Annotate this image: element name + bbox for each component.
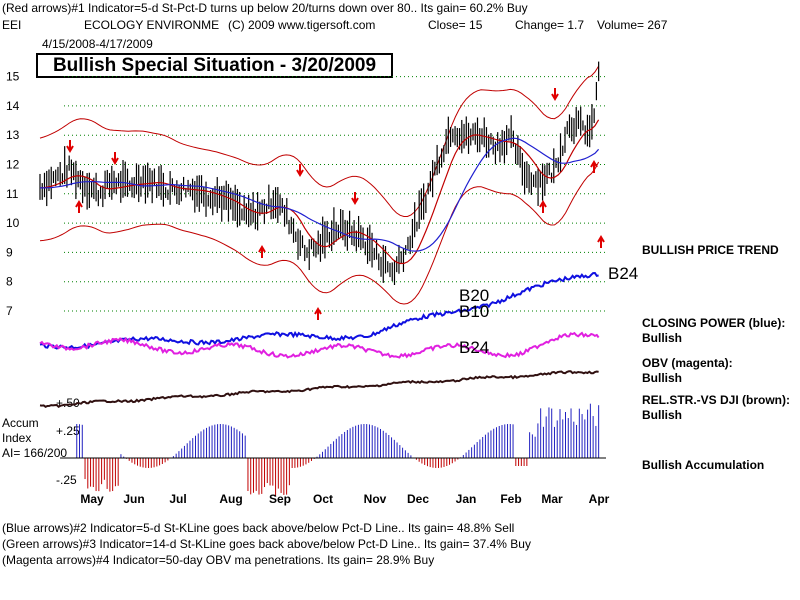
chart-title: Bullish Special Situation - 3/20/2009: [36, 53, 393, 78]
buy-arrow-icon: [590, 160, 598, 173]
long-ma-line: [40, 137, 600, 252]
month-label: Jan: [456, 492, 477, 506]
sell-arrow-icon: [551, 88, 559, 101]
buy-arrow-icon: [314, 307, 322, 320]
month-label: May: [80, 492, 104, 506]
month-label: Jul: [169, 492, 186, 506]
buy-arrow-icon: [597, 235, 605, 248]
short-ma-line: [39, 119, 600, 265]
y-tick-label: 10: [6, 216, 20, 230]
copyright: (C) 2009 www.tigersoft.com: [228, 18, 376, 32]
relstr-label: REL.STR.-VS DJI (brown):: [642, 393, 790, 407]
change-value: Change= 1.7: [515, 18, 585, 32]
obv-status: Bullish: [642, 371, 683, 385]
month-label: Sep: [269, 492, 291, 506]
upper-band-line: [39, 65, 600, 217]
month-label: Apr: [589, 492, 610, 506]
b24-mid-annotation: B24: [459, 338, 489, 357]
sell-arrow-icon: [66, 140, 74, 153]
obv-label: OBV (magenta):: [642, 356, 733, 370]
y-tick-label: 7: [6, 304, 13, 318]
relstr-line: [39, 370, 599, 409]
ai-value: AI= 166/200: [2, 446, 68, 460]
footer-indicator-2: (Blue arrows)#2 Indicator=5-d St-KLine g…: [2, 521, 515, 535]
sell-arrow-icon: [111, 152, 119, 165]
month-label: Nov: [364, 492, 387, 506]
b20-annotation: B20: [459, 286, 489, 305]
month-label: Oct: [313, 492, 333, 506]
company-name: ECOLOGY ENVIRONME: [84, 18, 220, 32]
month-label: Mar: [541, 492, 563, 506]
y-tick-label: 13: [6, 128, 20, 142]
month-label: Jun: [123, 492, 144, 506]
obv-line: [39, 331, 600, 359]
header-indicator-1: (Red arrows)#1 Indicator=5-d St-Pct-D tu…: [2, 1, 528, 15]
b10-annotation: B10: [459, 302, 489, 321]
month-label: Aug: [219, 492, 242, 506]
month-label: Feb: [500, 492, 521, 506]
closing-power-status: Bullish: [642, 331, 683, 345]
y-tick-label: 12: [6, 158, 20, 172]
accum-tick-m25: -.25: [56, 473, 77, 487]
y-tick-label: 14: [6, 99, 20, 113]
closing-power-label: CLOSING POWER (blue):: [642, 316, 786, 330]
closing-power-line: [39, 271, 599, 350]
buy-arrow-icon: [75, 200, 83, 213]
sell-arrow-icon: [351, 192, 359, 205]
ticker-symbol: EEI: [2, 18, 22, 32]
y-tick-label: 9: [6, 245, 13, 259]
footer-indicator-3: (Green arrows)#3 Indicator=14-d St-KLine…: [2, 537, 531, 551]
bullish-trend-label: BULLISH PRICE TREND: [642, 243, 779, 257]
accum-title: Accum: [2, 416, 39, 430]
y-tick-label: 8: [6, 275, 13, 289]
b24-annotation: B24: [608, 264, 638, 283]
date-range: 4/15/2008-4/17/2009: [42, 37, 153, 51]
buy-arrow-icon: [258, 245, 266, 258]
buy-arrow-icon: [539, 200, 547, 213]
accum-index-title: Index: [2, 431, 32, 445]
y-tick-label: 11: [6, 187, 19, 201]
footer-indicator-4: (Magenta arrows)#4 Indicator=50-day OBV …: [2, 553, 435, 567]
sell-arrow-icon: [296, 164, 304, 177]
relstr-status: Bullish: [642, 408, 683, 422]
close-value: Close= 15: [428, 18, 483, 32]
accum-tick-p25: +.25: [56, 424, 80, 438]
accumulation-label: Bullish Accumulation: [642, 458, 765, 472]
lower-band-line: [39, 161, 600, 305]
y-tick-label: 15: [6, 70, 20, 84]
volume-value: Volume= 267: [597, 18, 668, 32]
month-label: Dec: [407, 492, 429, 506]
